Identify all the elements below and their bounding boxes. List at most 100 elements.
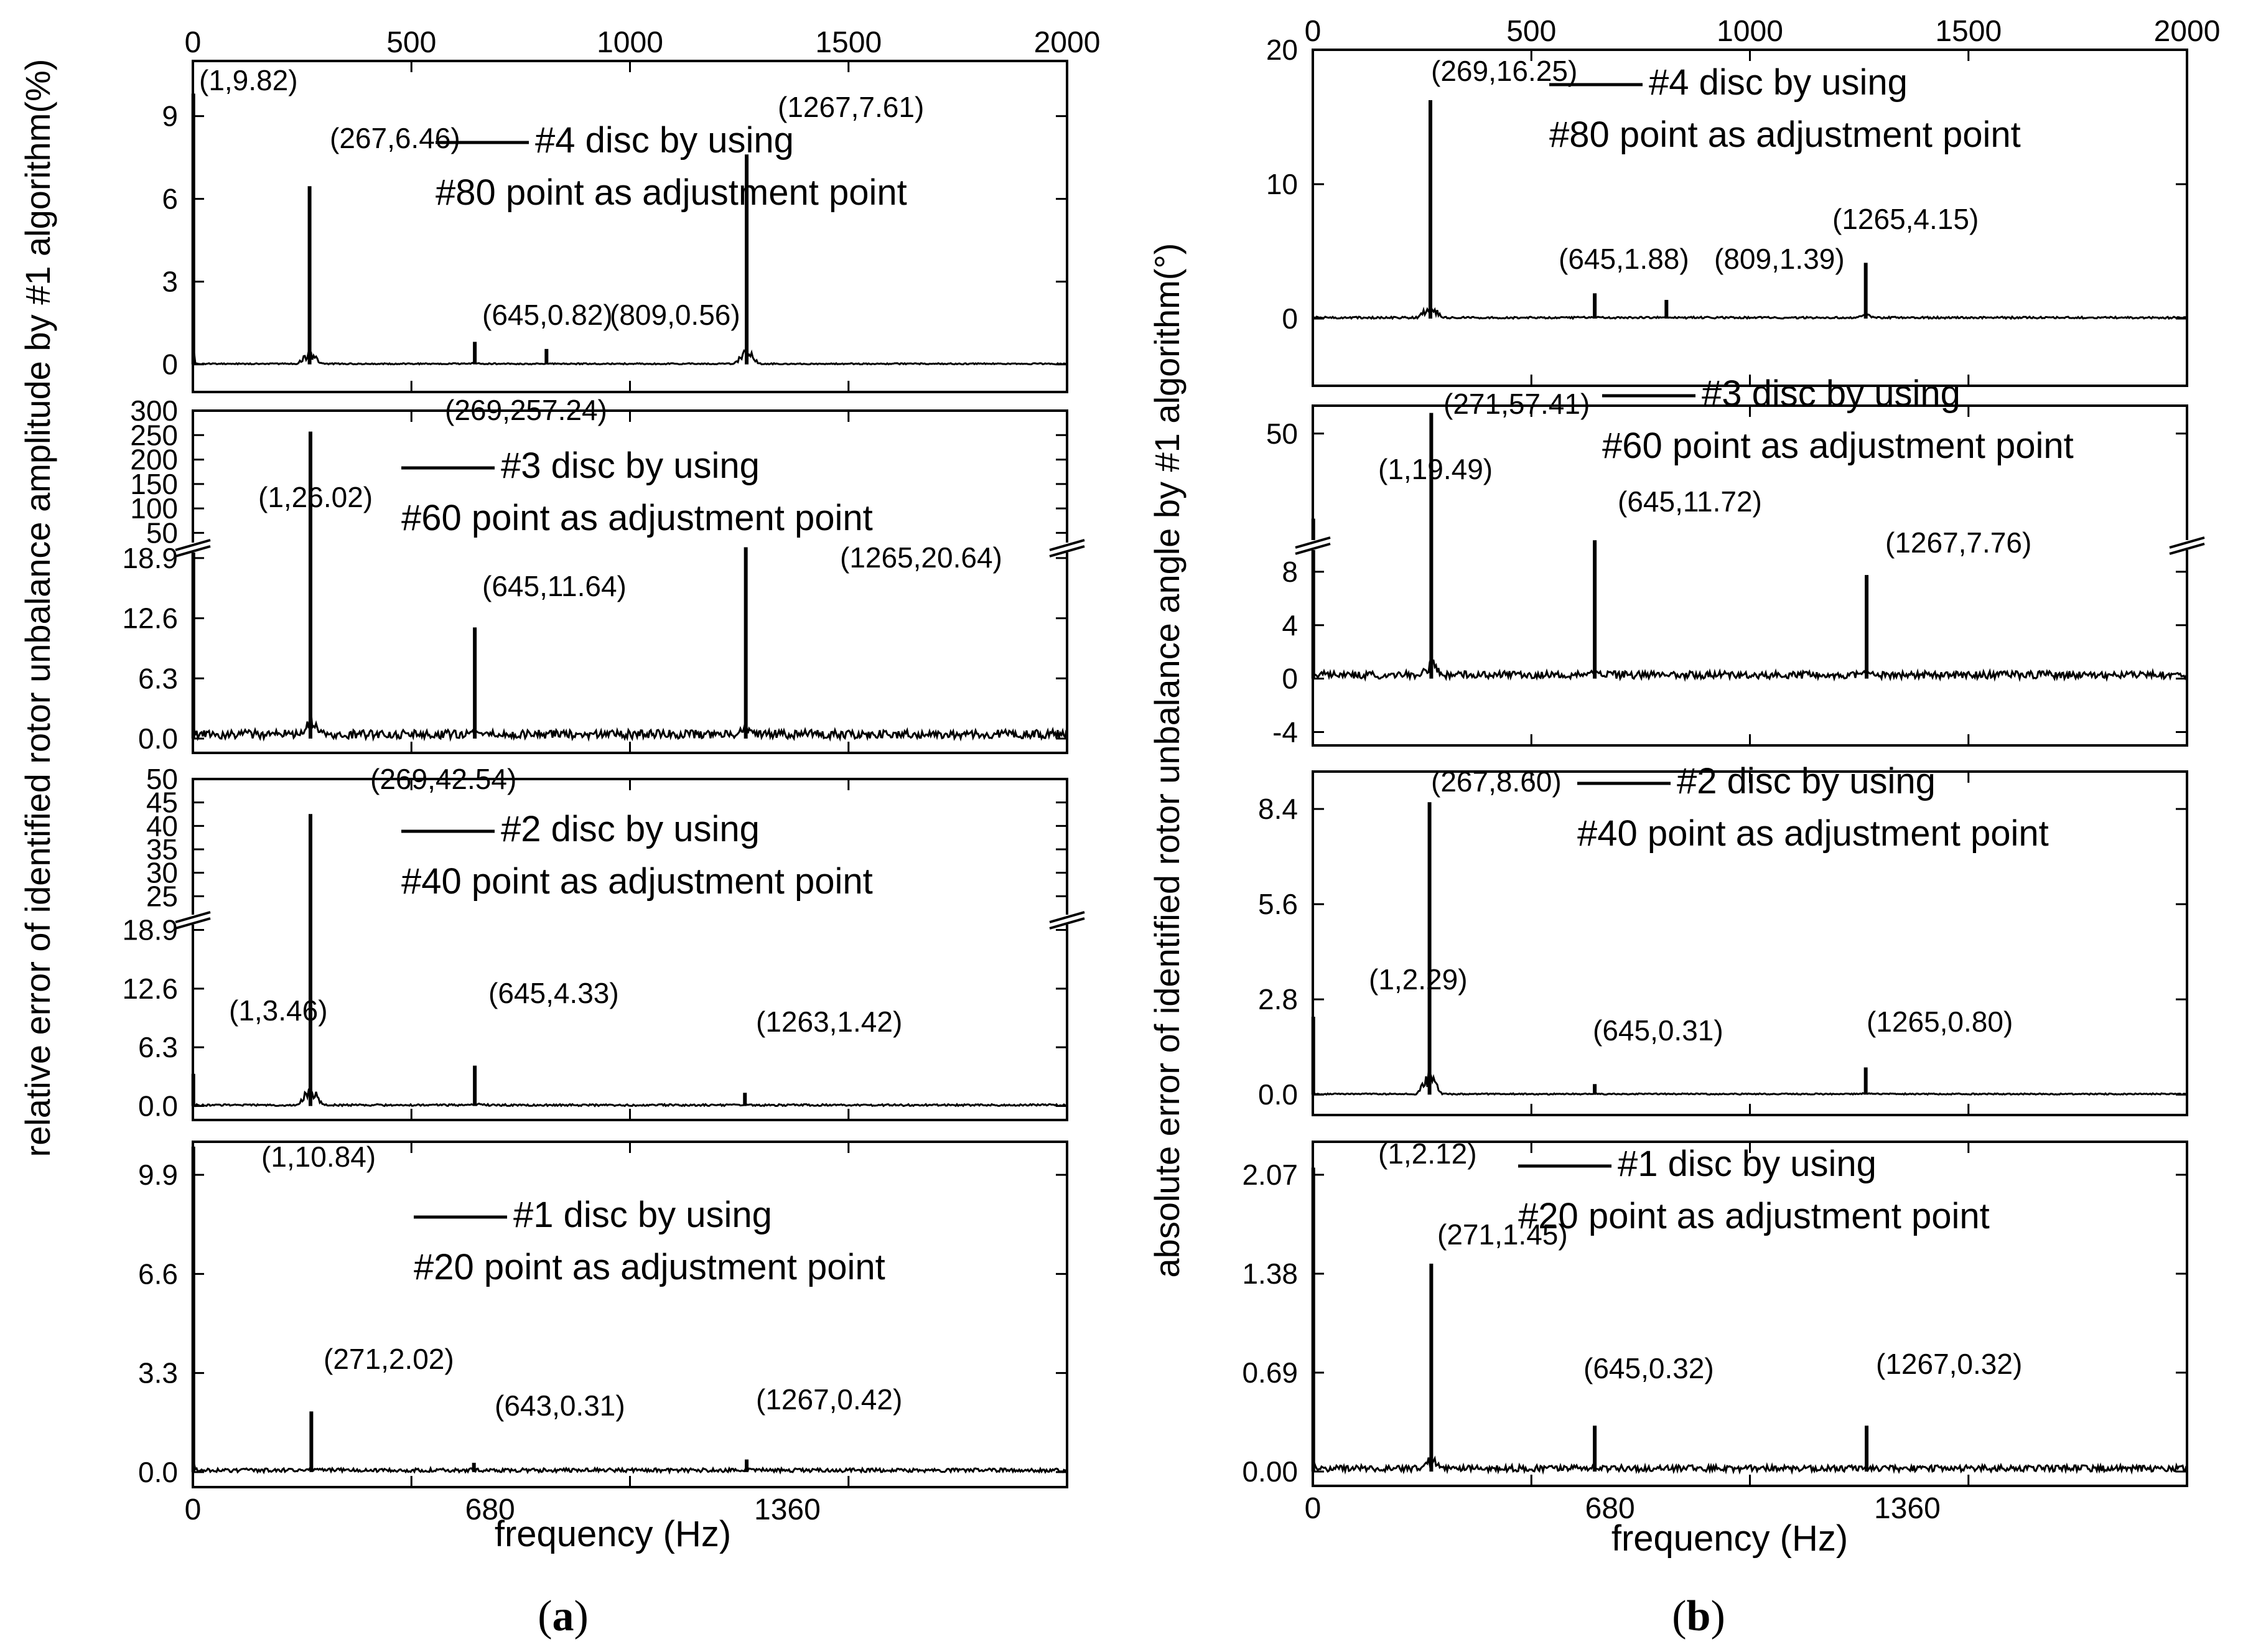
top-tick-label: 1500	[815, 26, 882, 59]
axis-break-mark-b3-0-a	[1295, 536, 1331, 549]
bottom-tick-label: 680	[465, 1493, 515, 1526]
peak-label: (1267,7.61)	[778, 91, 924, 123]
peak-label: (267,8.60)	[1431, 765, 1562, 798]
y-tick-label: 200	[130, 444, 178, 476]
y-tick-label: 35	[146, 833, 178, 866]
peak-label: (1,19.49)	[1378, 453, 1493, 485]
axis-break-mark-b3-1-b	[2169, 543, 2205, 555]
y-tick-label: 8	[1282, 556, 1298, 588]
y-tick-label: 50	[1266, 418, 1298, 450]
bottom-tick-label: 0	[185, 1493, 202, 1526]
legend-title: #2 disc by using	[501, 809, 760, 849]
peak-label: (267,6.46)	[330, 122, 460, 154]
y-tick-label: 0	[162, 348, 178, 381]
y-tick-label: 100	[130, 492, 178, 525]
top-tick-label: 2000	[2154, 15, 2221, 48]
legend-title: #3 disc by using	[1702, 373, 1961, 414]
legend-subtitle: #40 point as adjustment point	[401, 861, 873, 902]
legend-title: #4 disc by using	[535, 120, 794, 161]
bottom-tick-label: 1360	[754, 1493, 821, 1526]
peak-label: (1263,1.42)	[756, 1006, 902, 1038]
y-tick-label: 0.0	[1258, 1078, 1298, 1111]
peak-label: (1267,0.32)	[1876, 1348, 2022, 1380]
y-tick-label: -4	[1272, 716, 1298, 749]
top-tick-label: 1000	[597, 26, 663, 59]
y-tick-label: 6.3	[138, 662, 178, 694]
peak-label: (809,0.56)	[610, 299, 740, 331]
legend-subtitle: #80 point as adjustment point	[1549, 114, 2021, 155]
y-tick-label: 45	[146, 786, 178, 819]
y-tick-label: 50	[146, 763, 178, 795]
bottom-tick-label: 1360	[1874, 1492, 1941, 1525]
peak-label: (645,1.88)	[1559, 243, 1689, 275]
y-tick-label: 0	[1282, 302, 1298, 335]
peak-label: (271,1.45)	[1437, 1218, 1568, 1251]
panel-b3: -4 0 4 8 50 #3 disc by using #60 point as adju…	[1266, 373, 2205, 749]
y-tick-label: 9.9	[138, 1159, 178, 1191]
axis-break-mark-b3-0-b	[1295, 543, 1331, 555]
legend-title: #1 disc by using	[1618, 1144, 1877, 1184]
legend-subtitle: #60 point as adjustment point	[401, 498, 873, 538]
peak-label: (1,26.02)	[258, 481, 373, 513]
y-tick-label: 0.0	[138, 722, 178, 755]
legend-title: #1 disc by using	[513, 1195, 772, 1235]
legend-title: #4 disc by using	[1649, 62, 1908, 103]
peak-label: (643,0.31)	[495, 1389, 625, 1422]
panel-a-caption-letter: a	[553, 1592, 574, 1640]
peak-label: (1,2.12)	[1378, 1137, 1477, 1170]
y-tick-label: 0	[1282, 663, 1298, 695]
panel-a-xlabel: frequency (Hz)	[495, 1514, 731, 1554]
y-tick-label: 6.3	[138, 1031, 178, 1063]
y-tick-label: 0.0	[138, 1456, 178, 1488]
axis-break-mark-a3-0-b	[175, 545, 211, 558]
peak-label: (1,3.46)	[229, 994, 328, 1027]
legend-subtitle: #20 point as adjustment point	[1518, 1196, 1990, 1236]
peak-label: (1,10.84)	[261, 1141, 376, 1173]
y-tick-label: 6	[162, 183, 178, 215]
peak-label: (271,57.41)	[1443, 388, 1590, 420]
legend-subtitle: #20 point as adjustment point	[414, 1247, 885, 1287]
peak-label: (1,2.29)	[1369, 963, 1468, 996]
peak-label: (1267,7.76)	[1885, 526, 2031, 559]
y-tick-label: 25	[146, 880, 178, 912]
peak-label: (645,0.31)	[1593, 1014, 1723, 1047]
peak-label: (1265,20.64)	[840, 541, 1002, 574]
bottom-tick-label: 680	[1585, 1492, 1635, 1525]
top-tick-label: 2000	[1034, 26, 1101, 59]
axis-break-mark-a3-1-a	[1049, 539, 1085, 551]
peak-label: (645,4.33)	[488, 977, 619, 1009]
y-tick-label: 2.07	[1242, 1159, 1298, 1191]
spectrum-trace-a3	[192, 713, 1068, 742]
y-tick-label: 0.00	[1242, 1455, 1298, 1488]
axis-break-mark-a2-0-b	[175, 917, 211, 930]
spectrum-trace-a4	[192, 346, 1067, 366]
panel-b1: 0 680 1360 0.00 0.69 1.38 2.07 #1 disc by using…	[1242, 1137, 2188, 1525]
top-tick-label: 0	[1305, 15, 1322, 48]
panel-b4: 0 500 1000 1500 2000 0 10 20 #4 disc by using #80…	[1266, 15, 2221, 387]
peak-label: (1267,0.42)	[756, 1383, 902, 1416]
axis-break-mark-a3-0-a	[175, 539, 211, 551]
y-tick-label: 1.38	[1242, 1258, 1298, 1290]
axis-break-mark-a3-1-b	[1049, 545, 1085, 558]
top-tick-label: 500	[1506, 15, 1556, 48]
y-tick-label: 18.9	[122, 542, 178, 574]
peak-label: (1,9.82)	[199, 64, 298, 96]
peak-label: (1265,0.80)	[1867, 1006, 2013, 1038]
legend-title: #2 disc by using	[1677, 761, 1936, 801]
peak-label: (645,11.72)	[1618, 485, 1762, 518]
axis-break-mark-a2-0-a	[175, 911, 211, 923]
y-tick-label: 20	[1266, 34, 1298, 66]
y-tick-label: 12.6	[122, 602, 178, 635]
panel-b-xlabel: frequency (Hz)	[1611, 1518, 1848, 1559]
peak-label: (645,0.32)	[1583, 1352, 1714, 1384]
axis-break-mark-b3-1-a	[2169, 536, 2205, 549]
axis-break-mark-a2-1-a	[1049, 911, 1085, 923]
panel-a-caption: (a)	[538, 1592, 589, 1640]
spectrum-trace-b2	[1312, 1071, 2187, 1096]
y-tick-label: 18.9	[122, 913, 178, 946]
legend-subtitle: #40 point as adjustment point	[1577, 813, 2049, 854]
y-tick-label: 10	[1266, 168, 1298, 200]
y-tick-label: 12.6	[122, 973, 178, 1005]
spectrum-trace-a2	[192, 1088, 1067, 1108]
